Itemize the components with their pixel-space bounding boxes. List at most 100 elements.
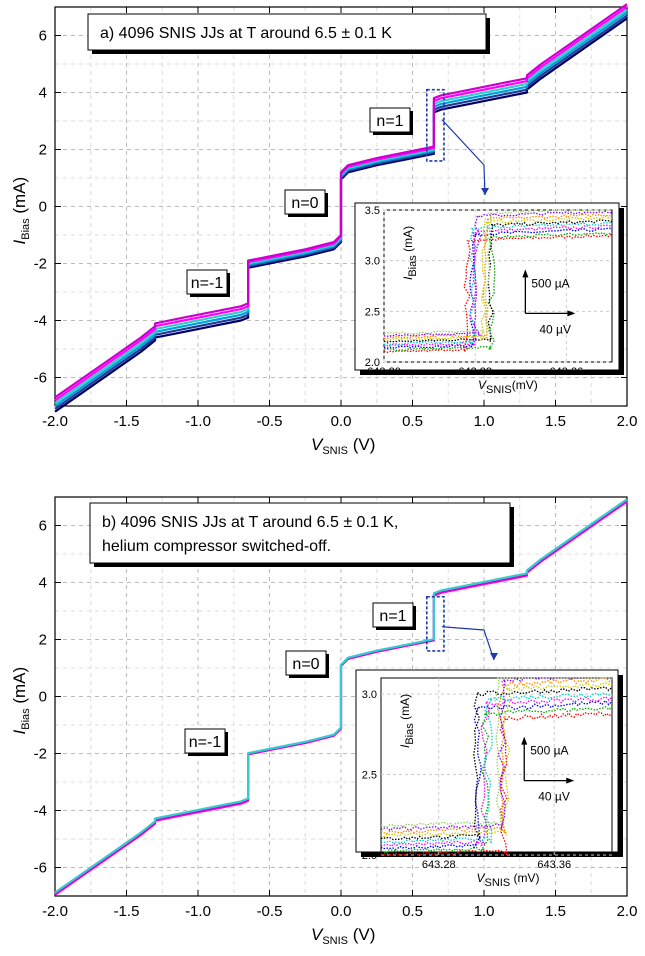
step-label-box: [285, 650, 327, 676]
x-tick-label: 2.0: [617, 903, 638, 920]
zoom-arrow-head: [481, 188, 489, 195]
step-label-text: n=-1: [189, 734, 222, 751]
x-tick-label: 1.5: [545, 903, 566, 920]
x-tick-label: -1.0: [185, 413, 211, 430]
step-label-text: n=-1: [191, 275, 224, 292]
x-tick-label: 0.0: [331, 413, 352, 430]
step-label-text: n=0: [291, 195, 318, 212]
inset-y-tick-label: 2.5: [365, 306, 380, 318]
inset-trace: [383, 210, 613, 338]
inset-y-axis-label: IBias (mA): [401, 226, 419, 280]
inset-x-tick-label: 643.20: [367, 366, 401, 378]
inset-traces: [380, 677, 613, 857]
title-box: [87, 13, 487, 51]
inset-y-tick-label: 2.5: [362, 770, 377, 782]
step-label-box: [184, 728, 226, 754]
grid: [54, 6, 628, 407]
x-axis-label: VSNIS (V): [311, 925, 375, 947]
y-tick-label: 4: [39, 575, 47, 592]
inset-y-tick-label: 3.0: [362, 689, 377, 701]
inset-x-tick-label: 643.36: [537, 859, 571, 871]
scale-current-label: 500 µA: [530, 744, 568, 758]
x-tick-label: 1.0: [474, 903, 495, 920]
zoom-box: [425, 595, 445, 652]
y-tick-label: 4: [39, 85, 47, 102]
y-tick-label: 6: [39, 518, 47, 535]
panel-title: helium compressor switched-off.: [102, 538, 331, 555]
scale-bar-current-head: [522, 269, 529, 278]
step-label: n=0: [284, 189, 328, 217]
scale-bar-voltage-head: [566, 777, 575, 784]
inset-trace: [380, 677, 613, 835]
y-axis-label: IBias (mA): [10, 667, 32, 735]
x-tick-label: -1.5: [114, 413, 140, 430]
x-tick-label: -2.0: [42, 413, 68, 430]
step-label: n=-1: [186, 269, 230, 297]
inset-x-tick-label: 643.28: [458, 366, 492, 378]
title-box: [89, 502, 511, 564]
step-label-text: n=0: [292, 656, 319, 673]
inset-trace: [383, 233, 613, 354]
y-tick-label: -6: [34, 370, 47, 387]
y-tick-label: -2: [34, 746, 47, 763]
inset-trace: [380, 677, 612, 829]
y-tick-label: 0: [39, 689, 47, 706]
inset-y-axis-label: IBias (mA): [398, 694, 416, 748]
x-tick-label: 1.5: [545, 413, 566, 430]
inset-trace: [383, 227, 613, 350]
panel-title-box: a) 4096 SNIS JJs at T around 6.5 ± 0.1 K: [87, 13, 490, 54]
inset-trace: [384, 231, 613, 352]
y-axis-label: IBias (mA): [10, 177, 32, 245]
scale-voltage-label: 40 µV: [538, 790, 570, 804]
inset-b: 643.28 643.36 2.0 2.5 3.0 VSNIS (mV) IBias (mA…: [355, 669, 623, 889]
zoom-arrow-head: [490, 653, 498, 660]
inset-y-tick-label: 3.0: [365, 256, 380, 268]
step-label-text: n=1: [376, 113, 403, 130]
inset-x-axis-label: VSNIS (mV): [477, 871, 540, 889]
inset-trace: [380, 692, 613, 845]
scale-voltage-label: 40 µV: [539, 322, 571, 336]
step-label: n=1: [369, 107, 413, 135]
inset-x-tick-label: 643.28: [422, 859, 456, 871]
inset-trace: [383, 219, 613, 343]
inset-box: [355, 669, 619, 853]
panel-title: b) 4096 SNIS JJs at T around 6.5 ± 0.1 K…: [102, 514, 398, 531]
zoom-arrow: [441, 119, 486, 196]
inset-trace: [380, 711, 613, 857]
inset-trace: [383, 215, 613, 342]
y-tick-label: -4: [34, 313, 47, 330]
y-tick-label: 2: [39, 632, 47, 649]
y-tick-label: 6: [39, 28, 47, 45]
zoom-arrow: [441, 626, 495, 661]
inset-trace: [380, 686, 613, 841]
inset-y-tick-label: 2.0: [365, 357, 380, 369]
inset-trace: [380, 682, 613, 838]
iv-curves: [54, 3, 628, 413]
panel-b: -2.0 -1.5 -1.0 -0.5 0.0 0.5 1.0 1.5 2.0 -6 -4 -2 0 2 4…: [10, 496, 638, 947]
inset-y-tick-label: 3.5: [365, 205, 380, 217]
iv-curves: [54, 498, 628, 896]
y-tick-label: -2: [34, 256, 47, 273]
inset-y-tick-label: 2.0: [362, 850, 377, 862]
y-tick-label: 0: [39, 199, 47, 216]
y-tick-label: -6: [34, 860, 47, 877]
inset-x-axis-label: VSNIS(mV): [478, 378, 538, 396]
inset-a: 643.20 643.28 643.36 2.0 2.5 3.0 3.5 VSNIS(mV) I…: [354, 202, 624, 396]
x-tick-label: -2.0: [42, 903, 68, 920]
inset-trace: [383, 209, 612, 335]
step-label: n=0: [285, 650, 329, 678]
x-axis-label: VSNIS (V): [311, 435, 375, 457]
x-tick-label: 0.5: [402, 413, 423, 430]
x-tick-label: -1.5: [114, 903, 140, 920]
x-tick-label: 1.0: [474, 413, 495, 430]
x-tick-label: 2.0: [617, 413, 638, 430]
inset-traces: [383, 209, 613, 354]
inset-trace: [380, 699, 613, 851]
step-label-box: [186, 269, 228, 295]
panel-a: -2.0 -1.5 -1.0 -0.5 0.0 0.5 1.0 1.5 2.0 -6 -4 -2 0 2 4…: [10, 3, 638, 457]
x-tick-label: 0.0: [331, 903, 352, 920]
step-label: n=-1: [184, 728, 228, 756]
y-tick-label: 2: [39, 142, 47, 159]
panel-title: a) 4096 SNIS JJs at T around 6.5 ± 0.1 K: [100, 25, 392, 42]
